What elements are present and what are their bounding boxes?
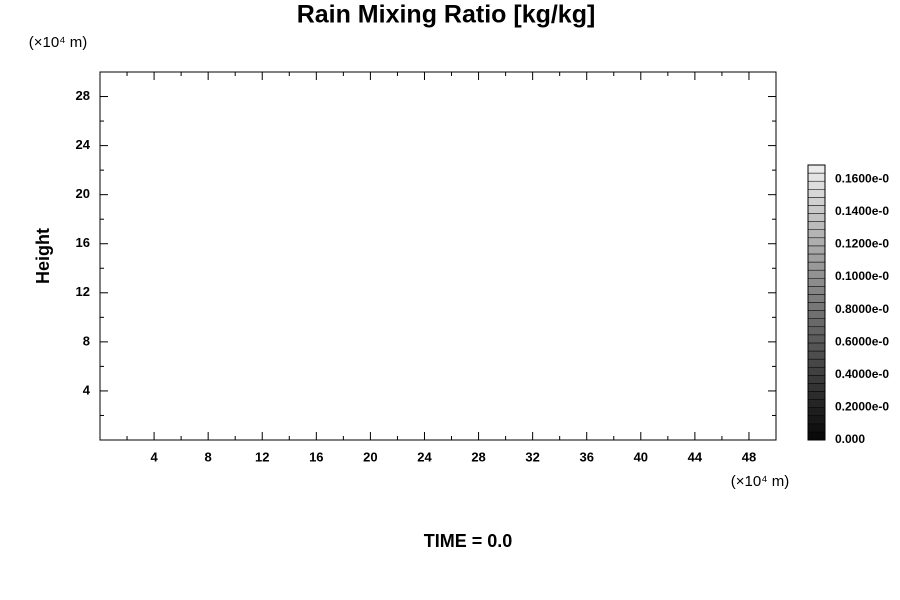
colorbar-band: [807, 277, 826, 287]
y-tick-label: 20: [76, 186, 90, 201]
colorbar-label: 0.1000e-0: [835, 269, 889, 283]
colorbar-label: 0.4000e-0: [835, 367, 889, 381]
colorbar-band: [807, 213, 826, 222]
colorbar-band: [807, 358, 826, 368]
x-tick-label: 16: [309, 449, 323, 464]
y-tick-label: 28: [76, 88, 90, 103]
x-tick-label: 8: [205, 449, 212, 464]
colorbar-band: [807, 399, 826, 408]
colorbar-label: 0.8000e-0: [835, 302, 889, 316]
colorbar-band: [807, 350, 826, 360]
colorbar-band: [807, 342, 826, 352]
chart-title: Rain Mixing Ratio [kg/kg]: [297, 1, 596, 29]
colorbar-band: [807, 334, 826, 344]
colorbar-label: 0.1600e-0: [835, 171, 889, 185]
colorbar-band: [807, 294, 826, 303]
y-tick-label: 4: [83, 382, 91, 397]
colorbar-band: [807, 375, 826, 384]
colorbar-band: [807, 245, 826, 255]
x-tick-label: 40: [634, 449, 648, 464]
colorbar-band: [807, 269, 826, 279]
colorbar-band: [807, 197, 826, 206]
colorbar-label: 0.1400e-0: [835, 204, 889, 218]
x-tick-label: 44: [688, 449, 703, 464]
colorbar-band: [807, 423, 826, 433]
colorbar-band: [807, 286, 826, 295]
x-tick-label: 4: [150, 449, 158, 464]
colorbar-band: [807, 237, 826, 247]
colorbar-band: [807, 164, 826, 174]
x-tick-label: 28: [471, 449, 485, 464]
colorbar-band: [807, 366, 826, 376]
y-tick-label: 24: [76, 137, 91, 152]
x-tick-label: 32: [525, 449, 539, 464]
colorbar-label: 0.2000e-0: [835, 400, 889, 414]
x-tick-label: 20: [363, 449, 377, 464]
colorbar-band: [807, 229, 826, 239]
colorbar-band: [807, 302, 826, 311]
colorbar-band: [807, 221, 826, 230]
colorbar-band: [807, 318, 826, 328]
y-unit: (×10⁴ m): [29, 34, 88, 51]
colorbar-frame: [807, 164, 826, 441]
colorbar-band: [807, 431, 826, 441]
y-tick-label: 8: [83, 333, 90, 348]
colorbar-band: [807, 310, 826, 319]
x-tick-label: 12: [255, 449, 269, 464]
colorbar-band: [807, 383, 826, 392]
y-axis-label: Height: [33, 228, 53, 284]
colorbar-label: 0.000: [835, 432, 865, 446]
y-tick-label: 12: [76, 284, 90, 299]
colorbar-band: [807, 391, 826, 400]
y-tick-label: 16: [76, 235, 90, 250]
colorbar-band: [807, 407, 826, 416]
x-tick-label: 24: [417, 449, 432, 464]
x-unit: (×10⁴ m): [731, 473, 790, 490]
colorbar-band: [807, 415, 826, 425]
colorbar-band: [807, 326, 826, 336]
colorbar-label: 0.1200e-0: [835, 237, 889, 251]
colorbar-band: [807, 253, 826, 263]
colorbar-band: [807, 172, 826, 182]
footer: TIME = 0.0: [424, 531, 513, 551]
plot-frame: [99, 71, 777, 441]
x-tick-label: 48: [742, 449, 756, 464]
colorbar-label: 0.6000e-0: [835, 334, 889, 348]
colorbar-band: [807, 261, 826, 271]
colorbar-band: [807, 205, 826, 214]
colorbar-band: [807, 180, 826, 190]
x-tick-label: 36: [579, 449, 593, 464]
colorbar-band: [807, 189, 826, 198]
